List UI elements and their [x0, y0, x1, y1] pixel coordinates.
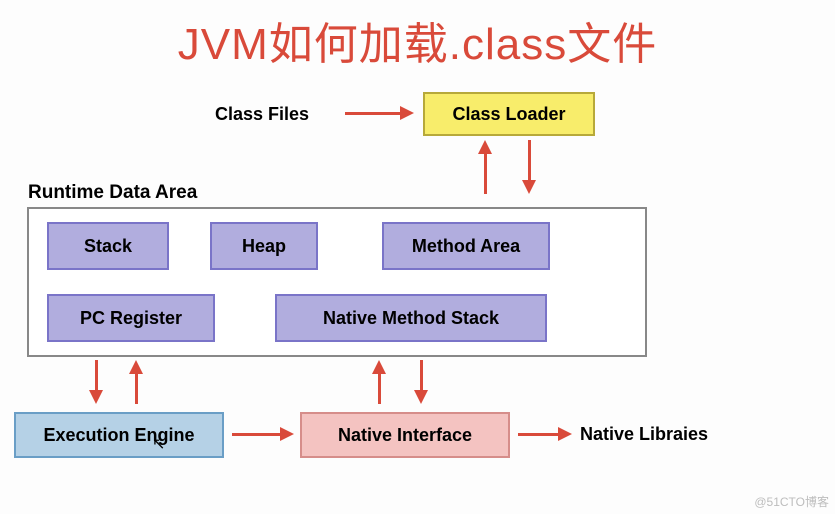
native-libraries-label: Native Libraies: [580, 424, 708, 445]
class-files-label: Class Files: [215, 104, 309, 125]
runtime-data-area-label: Runtime Data Area: [28, 182, 197, 204]
heap-box: Heap: [210, 222, 318, 270]
cursor-icon: ↖: [152, 434, 165, 454]
page-title: JVM如何加载.class文件: [0, 8, 835, 72]
execution-engine-box: Execution Engine: [14, 412, 224, 458]
native-method-stack-box: Native Method Stack: [275, 294, 547, 342]
pc-register-box: PC Register: [47, 294, 215, 342]
method-area-box: Method Area: [382, 222, 550, 270]
native-interface-box: Native Interface: [300, 412, 510, 458]
stack-box: Stack: [47, 222, 169, 270]
class-loader-box: Class Loader: [423, 92, 595, 136]
watermark: @51CTO博客: [754, 493, 829, 510]
